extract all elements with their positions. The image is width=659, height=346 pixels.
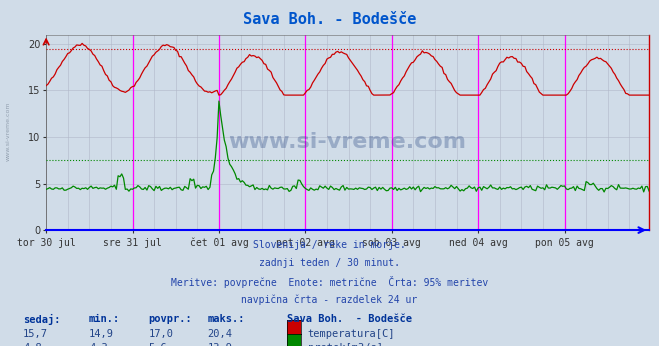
Text: 14,9: 14,9 [89, 329, 114, 339]
Text: 4,3: 4,3 [89, 343, 107, 346]
Text: maks.:: maks.: [208, 314, 245, 324]
Text: www.si-vreme.com: www.si-vreme.com [229, 132, 467, 152]
Text: Slovenija / reke in morje.: Slovenija / reke in morje. [253, 240, 406, 251]
Text: sedaj:: sedaj: [23, 314, 61, 325]
Text: 13,9: 13,9 [208, 343, 233, 346]
Text: Meritve: povprečne  Enote: metrične  Črta: 95% meritev: Meritve: povprečne Enote: metrične Črta:… [171, 276, 488, 289]
Text: Sava Boh.  - Bodešče: Sava Boh. - Bodešče [287, 314, 412, 324]
Text: 20,4: 20,4 [208, 329, 233, 339]
Text: www.si-vreme.com: www.si-vreme.com [5, 102, 11, 161]
Text: min.:: min.: [89, 314, 120, 324]
Text: zadnji teden / 30 minut.: zadnji teden / 30 minut. [259, 258, 400, 268]
Text: pretok[m3/s]: pretok[m3/s] [308, 343, 383, 346]
Text: temperatura[C]: temperatura[C] [308, 329, 395, 339]
Text: 5,6: 5,6 [148, 343, 167, 346]
Text: povpr.:: povpr.: [148, 314, 192, 324]
Text: navpična črta - razdelek 24 ur: navpična črta - razdelek 24 ur [241, 294, 418, 305]
Text: 17,0: 17,0 [148, 329, 173, 339]
Text: 15,7: 15,7 [23, 329, 48, 339]
Text: Sava Boh. - Bodešče: Sava Boh. - Bodešče [243, 12, 416, 27]
Text: 4,8: 4,8 [23, 343, 42, 346]
